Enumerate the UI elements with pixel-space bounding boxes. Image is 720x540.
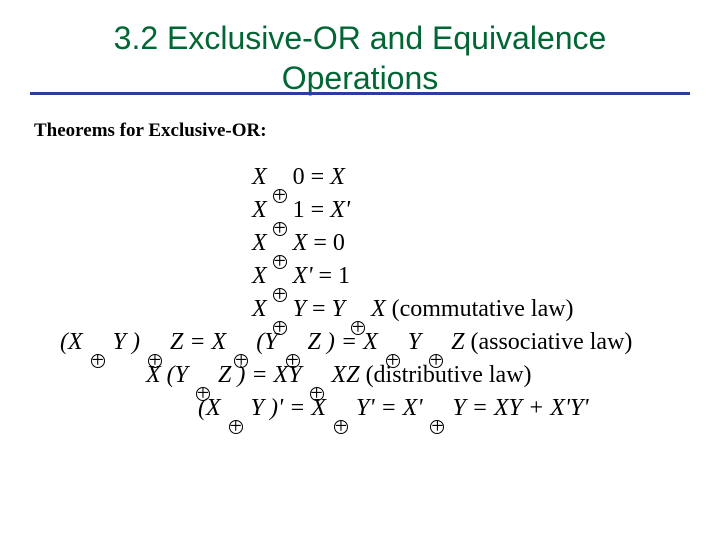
eq-note: (commutative law) [386, 296, 574, 322]
eq-var: X [252, 197, 267, 223]
eq-rhs: X [330, 164, 345, 190]
eq-equals: = [312, 263, 338, 289]
horizontal-rule [30, 92, 690, 95]
title-line-1: 3.2 Exclusive-OR and Equivalence [114, 20, 607, 56]
eq-seg: Y' = X' [350, 395, 428, 421]
slide-title: 3.2 Exclusive-OR and Equivalence Operati… [0, 0, 720, 100]
equation-row: X0 = X [60, 164, 680, 191]
slide: 3.2 Exclusive-OR and Equivalence Operati… [0, 0, 720, 540]
equation-row: (X Y )' = X Y' = X' Y = XY + X'Y' [60, 395, 680, 422]
equation-row: XY = YX (commutative law) [60, 296, 680, 323]
eq-var: X [252, 263, 267, 289]
eq-equals: = [307, 230, 333, 256]
eq-seg: XZ [326, 362, 360, 388]
eq-var: X [293, 230, 308, 256]
eq-rhs: X' [330, 197, 350, 223]
equation-row: (X Y ) Z = X (Y Z ) = X Y Z (associative… [60, 329, 680, 356]
equation-block: X0 = X X1 = X' XX = 0 XX' = 1 XY = YX (c… [60, 158, 680, 428]
subheading: Theorems for Exclusive-OR: [34, 120, 267, 142]
eq-note: (associative law) [464, 329, 632, 355]
equation-row: XX = 0 [60, 230, 680, 257]
eq-rhs: 0 [333, 230, 345, 256]
eq-seg: Z ) = X [302, 329, 384, 355]
eq-const: 0 [293, 164, 305, 190]
eq-seg: (X [60, 329, 89, 355]
eq-seg: Y ) [107, 329, 146, 355]
eq-var: Y [332, 296, 345, 322]
eq-var: X [252, 230, 267, 256]
eq-seg: Y [402, 329, 427, 355]
eq-var: X [252, 296, 267, 322]
eq-var: X' [293, 263, 313, 289]
eq-seg: Z [445, 329, 464, 355]
eq-equals: = [305, 197, 331, 223]
title-line-2: Operations [282, 60, 439, 96]
eq-equals: = [306, 296, 332, 322]
eq-equals: = [305, 164, 331, 190]
equation-row: X1 = X' [60, 197, 680, 224]
eq-var: X [252, 164, 267, 190]
eq-seg: Y = XY + X'Y' [446, 395, 588, 421]
eq-var: X [371, 296, 386, 322]
equation-row: X X' = 1 [60, 263, 680, 290]
eq-var: Y [293, 296, 306, 322]
eq-seg: Z = X [164, 329, 232, 355]
eq-const: 1 [293, 197, 305, 223]
eq-rhs: 1 [338, 263, 350, 289]
